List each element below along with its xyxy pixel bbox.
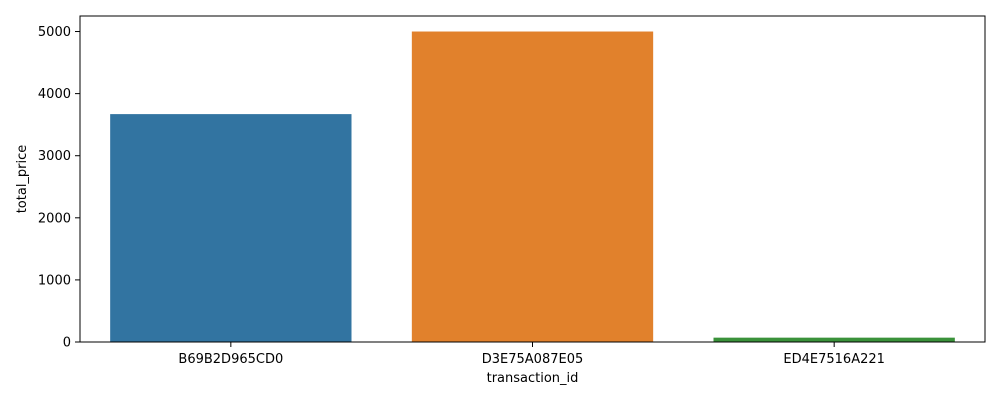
y-tick-label: 5000 — [38, 25, 71, 40]
bar-2 — [411, 31, 654, 343]
bar-1 — [110, 114, 352, 342]
x-axis-label: transaction_id — [487, 371, 579, 386]
bar-3 — [713, 337, 955, 342]
y-tick-label: 2000 — [38, 211, 71, 226]
y-tick-label: 4000 — [38, 87, 71, 102]
y-axis-ticks: 0 1000 2000 3000 4000 5000 — [38, 25, 80, 351]
x-tick-label: ED4E7516A221 — [783, 352, 885, 367]
y-tick-label: 1000 — [38, 273, 71, 288]
y-tick-label: 3000 — [38, 149, 71, 164]
x-tick-label: D3E75A087E05 — [482, 352, 584, 367]
x-tick-label: B69B2D965CD0 — [178, 352, 283, 367]
x-axis-ticks: B69B2D965CD0 D3E75A087E05 ED4E7516A221 — [178, 342, 885, 367]
bars-group — [110, 31, 955, 343]
y-axis-label: total_price — [15, 145, 30, 214]
y-tick-label: 0 — [63, 336, 71, 351]
